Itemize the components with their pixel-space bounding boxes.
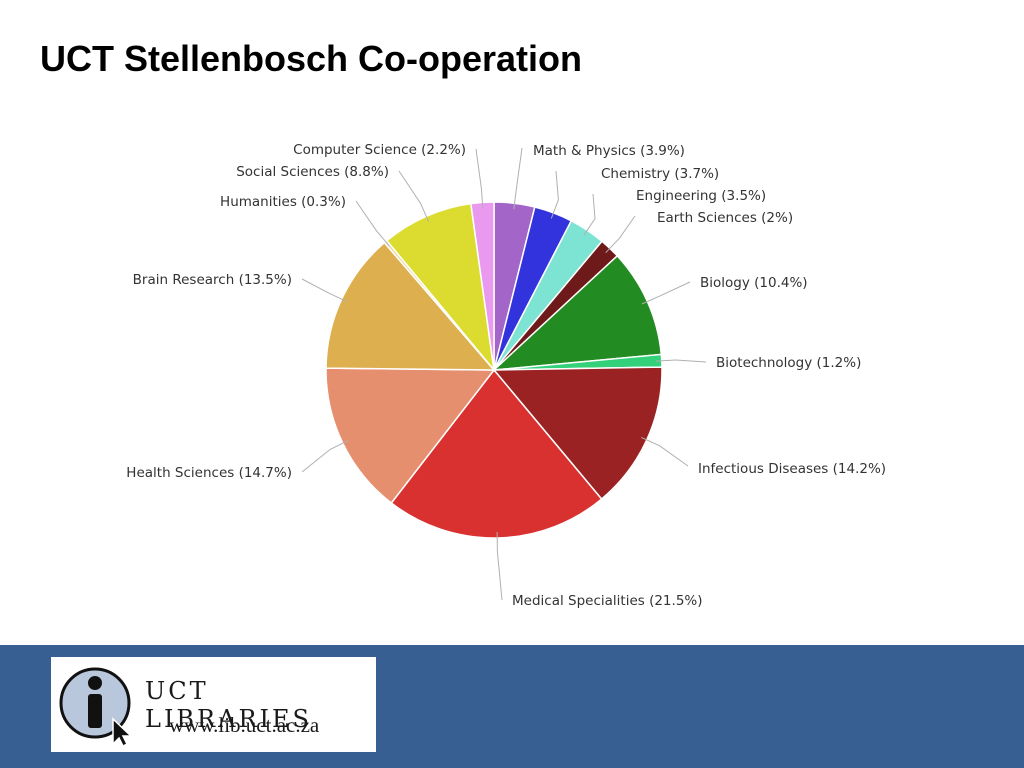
- slice-label-math-physics: Math & Physics (3.9%): [533, 143, 685, 159]
- slice-label-engineering: Engineering (3.5%): [636, 188, 766, 204]
- leader-line-social-sciences: [398, 170, 430, 223]
- slice-labels: Math & Physics (3.9%) Chemistry (3.7%) Eng…: [126, 142, 886, 609]
- slice-label-biology: Biology (10.4%): [700, 275, 808, 291]
- leader-line-chemistry: [550, 170, 559, 219]
- slice-label-biotechnology: Biotechnology (1.2%): [716, 355, 861, 371]
- leader-line-humanities: [355, 200, 390, 247]
- info-i-cursor-icon: [59, 667, 133, 746]
- slice-label-social-sciences: Social Sciences (8.8%): [236, 164, 389, 180]
- leader-line-infectious-diseases: [641, 436, 689, 467]
- slice-label-earth-sciences: Earth Sciences (2%): [657, 210, 793, 226]
- slice-label-health-sciences: Health Sciences (14.7%): [126, 465, 292, 481]
- slice-label-chemistry: Chemistry (3.7%): [601, 166, 719, 182]
- slide-title: UCT Stellenbosch Co-operation: [40, 38, 583, 79]
- leader-line-earth-sciences: [605, 215, 636, 254]
- leader-line-brain-research: [301, 278, 348, 303]
- leader-line-medical-specialities: [496, 531, 503, 601]
- leader-lines: [301, 147, 707, 601]
- leader-line-biotechnology: [655, 359, 707, 363]
- pie-slices: [325, 201, 663, 539]
- slice-label-computer-science: Computer Science (2.2%): [293, 142, 466, 158]
- leader-line-engineering: [583, 193, 596, 236]
- uct-libraries-logo: UCT LIBRARIES www.lib.uct.ac.za: [51, 657, 376, 752]
- leader-line-health-sciences: [301, 440, 349, 473]
- slice-label-humanities: Humanities (0.3%): [220, 194, 346, 210]
- slice-label-medical-specialities: Medical Specialities (21.5%): [512, 593, 703, 609]
- leader-line-biology: [641, 281, 691, 305]
- slice-label-infectious-diseases: Infectious Diseases (14.2%): [698, 461, 886, 477]
- logo-url: www.lib.uct.ac.za: [169, 713, 320, 737]
- logo-name: UCT LIBRARIES: [145, 677, 312, 733]
- leader-line-math-physics: [513, 147, 523, 210]
- slice-label-brain-research: Brain Research (13.5%): [133, 272, 292, 288]
- leader-line-computer-science: [475, 148, 484, 209]
- pie-chart: Math & Physics (3.9%) Chemistry (3.7%) Eng…: [126, 142, 886, 609]
